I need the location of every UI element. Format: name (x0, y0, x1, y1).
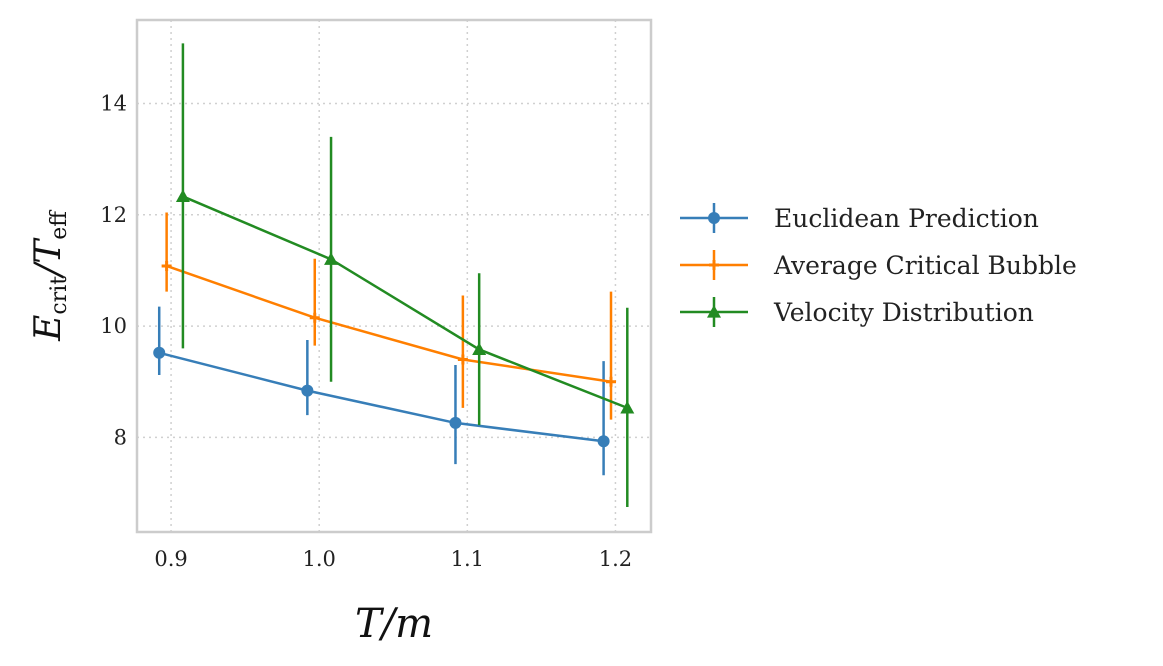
y-tick-label: 10 (100, 314, 127, 338)
y-tick-label: 8 (114, 425, 127, 449)
plot-frame (135, 18, 653, 534)
x-axis-title: T/m (355, 601, 433, 647)
legend-item-2: Velocity Distribution (680, 297, 1034, 327)
series-2 (175, 43, 635, 507)
legend-label: Velocity Distribution (773, 298, 1034, 327)
data-point (161, 260, 172, 271)
data-point (449, 416, 462, 429)
series-group (153, 43, 635, 507)
y-axis-title-e-sub: crit (47, 276, 72, 315)
data-point (301, 384, 314, 397)
x-tick-label: 1.1 (451, 547, 484, 571)
series-0 (153, 306, 610, 476)
y-tick-label: 14 (100, 91, 127, 115)
y-axis-title: Ecrit/Teff (28, 210, 72, 342)
data-point (175, 189, 190, 203)
legend-marker (708, 212, 720, 224)
series-line (182, 195, 628, 410)
legend-marker (709, 260, 719, 270)
legend-label: Euclidean Prediction (774, 204, 1039, 233)
x-tick-label: 0.9 (154, 547, 187, 571)
legend-label: Average Critical Bubble (773, 251, 1077, 280)
series-1 (161, 212, 617, 420)
y-axis-title-slash: / (28, 260, 69, 279)
data-point (153, 346, 166, 359)
y-tick-label: 12 (100, 203, 127, 227)
x-axis-title-rest: /m (378, 601, 433, 647)
y-axis-title-t-sub: eff (47, 210, 72, 240)
data-point (472, 342, 487, 356)
data-point (597, 435, 610, 448)
y-axis-title-e: E (28, 315, 69, 342)
y-axis-title-t: T (28, 237, 69, 264)
data-point (309, 312, 320, 323)
legend: Euclidean Prediction Average Critical Bub… (680, 203, 1077, 327)
grid-lines (137, 20, 651, 532)
legend-item-1: Average Critical Bubble (680, 250, 1077, 280)
series-line (166, 264, 612, 383)
legend-item-0: Euclidean Prediction (680, 203, 1039, 233)
data-point (606, 376, 617, 387)
series-line (158, 351, 604, 443)
x-axis-title-var: T (355, 601, 385, 647)
data-point (620, 400, 635, 414)
legend-marker (707, 305, 721, 318)
x-tick-label: 1.2 (599, 547, 632, 571)
x-tick-label: 1.0 (302, 547, 335, 571)
data-point (457, 354, 468, 365)
data-point (324, 252, 339, 265)
tick-labels: 0.9 1.0 1.1 1.2 8 10 12 14 (100, 91, 632, 571)
